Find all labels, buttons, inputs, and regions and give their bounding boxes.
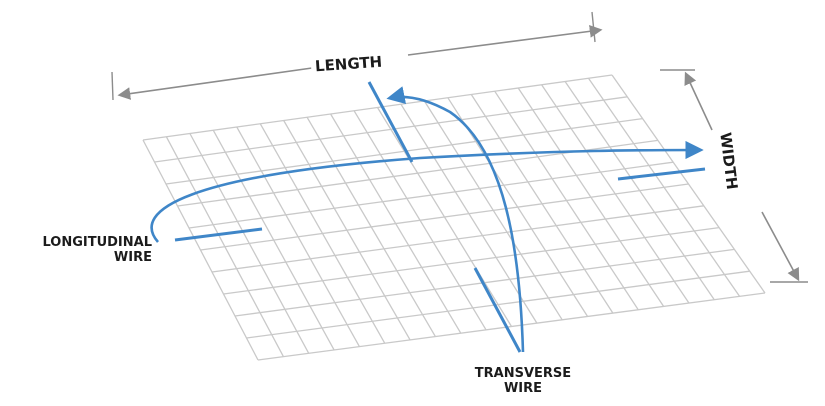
longitudinal-wire [257, 292, 766, 361]
longitudinal-wire-label: LONGITUDINAL WIRE [2, 235, 152, 265]
wire-mesh-grid [142, 74, 766, 361]
longitudinal-wire [200, 183, 689, 251]
length-arrow-right [407, 24, 603, 56]
longitudinal-wire [165, 117, 643, 185]
longitudinal-wire [142, 74, 613, 141]
longitudinal-wire [234, 248, 735, 317]
longitudinal-wire [154, 96, 628, 163]
longitudinal-wire [223, 226, 720, 295]
width-dimension [660, 69, 808, 283]
width-arrow-top [684, 71, 713, 131]
longitudinal-wire [246, 270, 750, 339]
longitudinal-wire [211, 205, 704, 273]
length-arrow-left [117, 67, 313, 100]
transverse-wire-label: TRANSVERSE WIRE [438, 366, 608, 396]
length-dimension [111, 11, 603, 101]
longitudinal-label-line2: WIRE [113, 250, 152, 265]
longitudinal-callout-arrow [150, 140, 704, 243]
transverse-wire-highlight-top [367, 81, 414, 163]
transverse-label-line2: WIRE [503, 381, 543, 396]
longitudinal-label-line1: LONGITUDINAL [42, 235, 152, 250]
transverse-wire-highlight-bottom [473, 267, 522, 353]
longitudinal-wire [188, 161, 674, 229]
transverse-label-line1: TRANSVERSE [474, 366, 572, 381]
width-arrow-bottom [761, 211, 800, 282]
longitudinal-wire-highlight-right [617, 167, 706, 181]
longitudinal-wire-highlight [174, 227, 263, 242]
transverse-callout-arrow [386, 86, 525, 353]
